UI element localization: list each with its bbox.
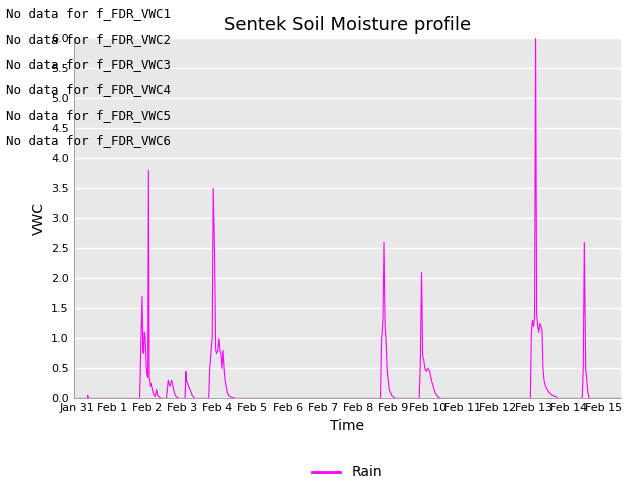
Text: No data for f_FDR_VWC1: No data for f_FDR_VWC1: [6, 7, 172, 20]
X-axis label: Time: Time: [330, 419, 364, 433]
Y-axis label: VWC: VWC: [31, 202, 45, 235]
Text: No data for f_FDR_VWC3: No data for f_FDR_VWC3: [6, 58, 172, 71]
Rain: [154, 393, 162, 398]
Text: No data for f_FDR_VWC5: No data for f_FDR_VWC5: [6, 109, 172, 122]
Text: No data for f_FDR_VWC6: No data for f_FDR_VWC6: [6, 134, 172, 147]
Rain: [225, 393, 232, 398]
Rain: [73, 396, 81, 401]
Rain: [617, 396, 625, 401]
Rain: [532, 36, 540, 41]
Legend: Rain: Rain: [307, 460, 387, 480]
Rain: [422, 369, 430, 374]
Rain: [221, 377, 229, 383]
Title: Sentek Soil Moisture profile: Sentek Soil Moisture profile: [223, 16, 471, 34]
Text: No data for f_FDR_VWC2: No data for f_FDR_VWC2: [6, 33, 172, 46]
Text: No data for f_FDR_VWC4: No data for f_FDR_VWC4: [6, 84, 172, 96]
Rain: [140, 350, 147, 356]
Line: Rain: Rain: [77, 38, 621, 398]
Rain: [385, 386, 393, 392]
